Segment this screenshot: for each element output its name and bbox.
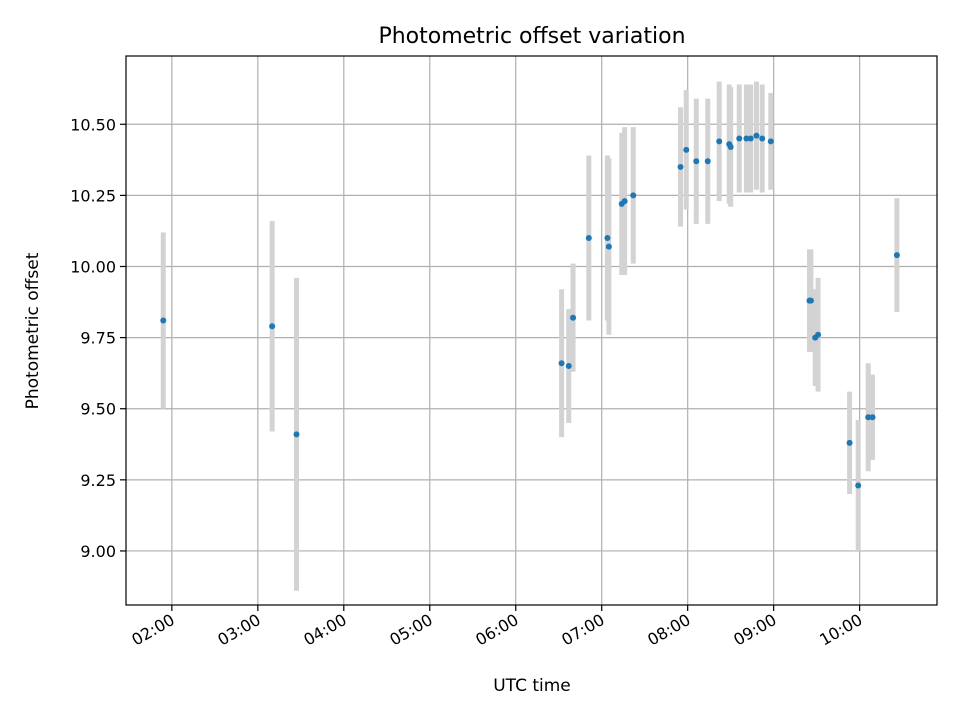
data-point xyxy=(894,252,900,258)
y-tick-label: 10.50 xyxy=(70,115,116,134)
y-tick-label: 10.25 xyxy=(70,186,116,205)
x-tick-label: 05:00 xyxy=(386,610,435,650)
data-point xyxy=(622,198,628,204)
data-point xyxy=(768,138,774,144)
data-point xyxy=(815,332,821,338)
x-tick-label: 04:00 xyxy=(300,610,349,650)
data-point xyxy=(728,144,734,150)
y-tick-label: 10.00 xyxy=(70,257,116,276)
x-axis-label: UTC time xyxy=(493,676,571,696)
data-point xyxy=(855,483,861,489)
data-point xyxy=(736,135,742,141)
x-tick-label: 10:00 xyxy=(816,610,865,650)
data-point xyxy=(606,244,612,250)
y-tick-label: 9.75 xyxy=(80,329,116,348)
data-point xyxy=(586,235,592,241)
data-point xyxy=(705,158,711,164)
data-point xyxy=(683,147,689,153)
chart-title: Photometric offset variation xyxy=(378,24,685,49)
data-point xyxy=(748,135,754,141)
data-point xyxy=(847,440,853,446)
data-point xyxy=(630,192,636,198)
x-tick-label: 06:00 xyxy=(472,610,521,650)
x-axis-ticks: 02:00 03:00 04:00 05:00 06:00 07:00 08:00 09:00… xyxy=(128,605,865,650)
y-axis-label: Photometric offset xyxy=(23,252,43,409)
y-tick-label: 9.50 xyxy=(80,400,116,419)
y-tick-label: 9.00 xyxy=(80,542,116,561)
error-bars xyxy=(163,82,897,591)
data-point xyxy=(716,138,722,144)
data-point xyxy=(160,318,166,324)
offset-chart: Photometric offset variation 02:00 03:00 0… xyxy=(0,0,960,720)
data-point xyxy=(678,164,684,170)
data-point xyxy=(566,363,572,369)
y-tick-label: 9.25 xyxy=(80,471,116,490)
x-tick-label: 08:00 xyxy=(644,610,693,650)
data-point xyxy=(559,360,565,366)
data-point xyxy=(808,298,814,304)
data-point xyxy=(294,431,300,437)
x-tick-label: 02:00 xyxy=(128,610,177,650)
data-point xyxy=(269,323,275,329)
data-point xyxy=(870,414,876,420)
y-axis-ticks: 9.00 9.25 9.50 9.75 10.00 10.25 10.50 xyxy=(70,115,126,561)
data-point xyxy=(604,235,610,241)
data-point xyxy=(693,158,699,164)
data-point xyxy=(759,135,765,141)
x-tick-label: 03:00 xyxy=(214,610,263,650)
data-point xyxy=(570,315,576,321)
x-tick-label: 07:00 xyxy=(558,610,607,650)
data-point xyxy=(753,133,759,139)
x-tick-label: 09:00 xyxy=(730,610,779,650)
